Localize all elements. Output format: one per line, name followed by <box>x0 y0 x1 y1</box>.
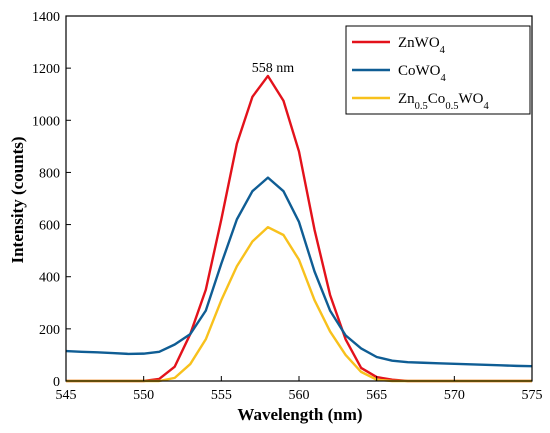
peak-annotation: 558 nm <box>252 61 295 76</box>
x-tick-label: 575 <box>522 388 543 403</box>
y-tick-label: 600 <box>39 219 60 234</box>
x-tick-label: 555 <box>211 388 232 403</box>
y-tick-label: 1000 <box>32 114 60 129</box>
y-tick-label: 1400 <box>32 10 60 25</box>
series-line-2 <box>65 176 533 368</box>
series-line-1 <box>66 74 532 383</box>
y-tick-label: 800 <box>39 166 60 181</box>
x-tick-label: 545 <box>56 388 77 403</box>
y-tick-label: 200 <box>39 323 60 338</box>
y-tick-label: 0 <box>53 375 60 390</box>
legend: ZnWO4 CoWO4 Zn0.5Co0.5WO4 <box>345 25 531 115</box>
x-tick-label: 560 <box>289 388 310 403</box>
series-line-3 <box>66 225 532 383</box>
y-tick-label: 400 <box>39 271 60 286</box>
x-tick-label: 570 <box>444 388 465 403</box>
y-axis-title: Intensity (counts) <box>8 136 27 263</box>
x-tick-label: 565 <box>366 388 387 403</box>
legend-label-2: CoWO4 <box>398 63 447 84</box>
x-tick-label: 550 <box>133 388 154 403</box>
x-axis-title: Wavelength (nm) <box>237 405 362 424</box>
y-tick-label: 1200 <box>32 62 60 77</box>
legend-label-3: Zn0.5Co0.5WO4 <box>398 91 489 112</box>
legend-label-1: ZnWO4 <box>398 35 446 56</box>
plot-layer <box>65 74 533 383</box>
axes-layer: 545 550 555 560 565 570 575 0 200 400 600 800 1000 12… <box>32 10 543 403</box>
